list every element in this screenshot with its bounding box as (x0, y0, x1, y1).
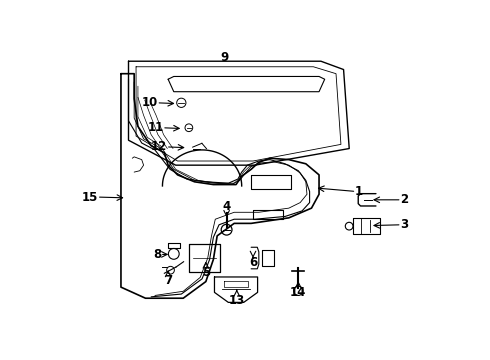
Text: 11: 11 (147, 121, 164, 134)
Text: 1: 1 (355, 185, 363, 198)
Text: 9: 9 (220, 51, 229, 64)
Text: 5: 5 (202, 266, 210, 279)
Text: 13: 13 (229, 294, 245, 307)
Text: 14: 14 (290, 286, 306, 299)
Text: 7: 7 (164, 274, 172, 287)
Text: 2: 2 (400, 193, 408, 206)
Text: 3: 3 (400, 218, 408, 231)
Text: 4: 4 (222, 200, 231, 213)
Text: 12: 12 (151, 140, 168, 153)
Text: 8: 8 (153, 248, 161, 261)
Text: 6: 6 (249, 256, 257, 269)
Text: 15: 15 (82, 190, 98, 203)
Text: 10: 10 (142, 96, 158, 109)
